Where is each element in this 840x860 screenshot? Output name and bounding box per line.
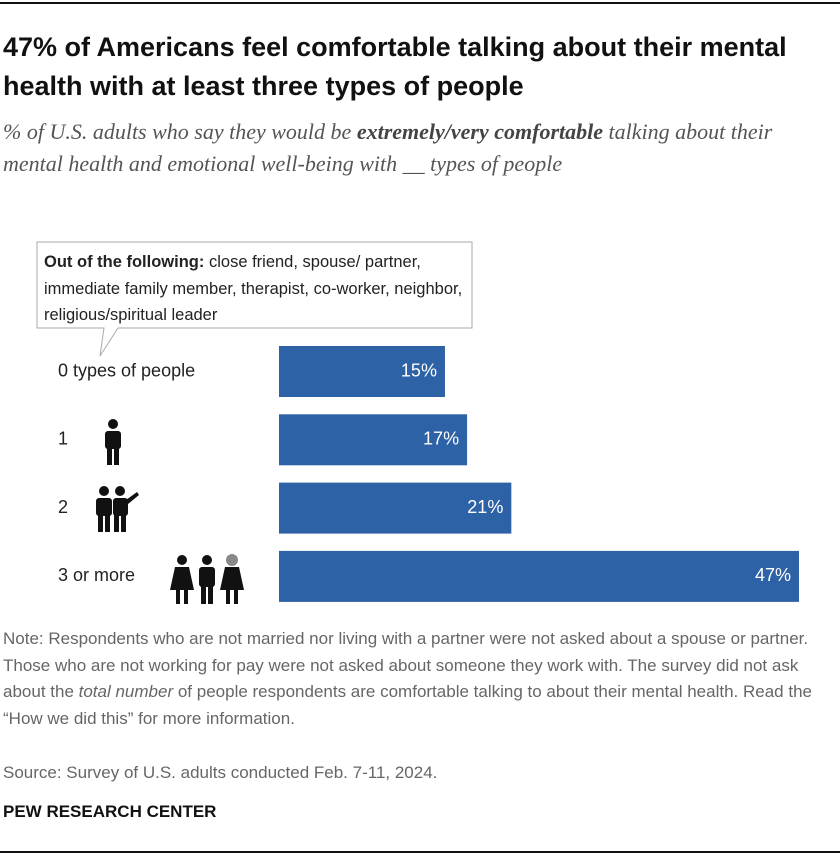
callout-box xyxy=(36,241,473,357)
bar xyxy=(279,346,445,397)
value-label: 17% xyxy=(423,429,459,449)
callout-heading: Out of the following: xyxy=(44,253,205,271)
value-label: 15% xyxy=(401,360,437,380)
subtitle-emphasis: extremely/very comfortable xyxy=(356,119,603,144)
subtitle: % of U.S. adults who say they would be e… xyxy=(3,116,833,180)
group-icon xyxy=(170,554,244,604)
callout-text: close friend, spouse/ partner, immediate… xyxy=(44,253,463,324)
person-icon xyxy=(105,419,121,465)
bar xyxy=(279,414,468,466)
bar xyxy=(279,550,799,602)
credit: PEW RESEARCH CENTER xyxy=(3,802,217,821)
note-text: of people respondents are comfortable ta… xyxy=(3,682,812,728)
note-text: Note: Respondents who are not married no… xyxy=(3,629,809,701)
value-label: 47% xyxy=(755,565,791,585)
source: Source: Survey of U.S. adults conducted … xyxy=(3,763,438,782)
category-label: 0 types of people xyxy=(58,360,195,380)
bar xyxy=(279,482,512,534)
subtitle-text: % of U.S. adults who say they would be xyxy=(3,119,357,144)
subtitle-text: talking about their mental health and em… xyxy=(3,119,773,176)
category-label: 2 xyxy=(58,497,68,517)
category-label: 1 xyxy=(58,429,68,449)
note-emphasis: total number xyxy=(78,682,174,701)
category-label: 3 or more xyxy=(58,565,135,585)
chart-title: 47% of Americans feel comfortable talkin… xyxy=(3,32,787,101)
note: Note: Respondents who are not married no… xyxy=(3,626,833,732)
value-label: 21% xyxy=(467,497,503,517)
callout: Out of the following: close friend, spou… xyxy=(44,249,469,329)
people-icon xyxy=(96,486,139,532)
